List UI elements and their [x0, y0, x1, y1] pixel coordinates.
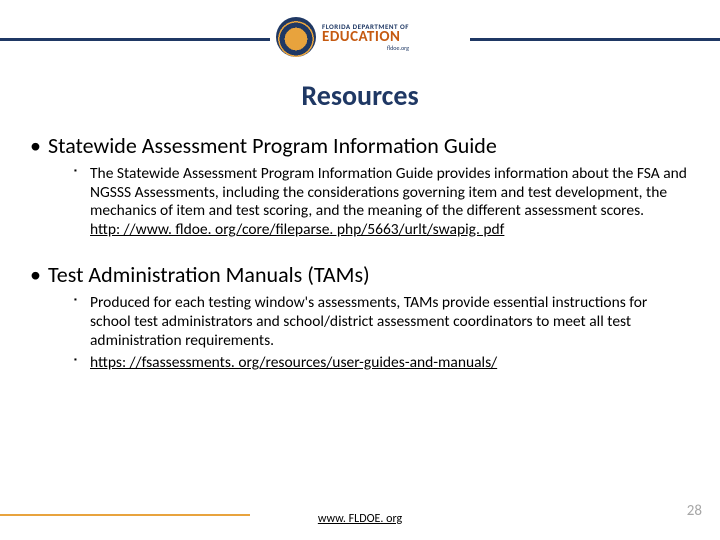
bullet-item-2-1-text: Produced for each testing window's asses… [90, 293, 647, 349]
slide-title: Resources [0, 78, 720, 113]
fdoe-logo: FLORIDA DEPARTMENT OF EDUCATION fldoe.or… [270, 6, 470, 68]
footer-link[interactable]: www. FLDOE. org [0, 512, 720, 526]
bullet-item-1-1-link[interactable]: http: //www. fldoe. org/core/fileparse. … [90, 220, 504, 239]
logo-big-line: EDUCATION [322, 30, 409, 45]
fdoe-logo-mark-icon [276, 17, 316, 57]
bullet-item-2-2-link[interactable]: https: //fsassessments. org/resources/us… [90, 353, 497, 372]
content-area: Statewide Assessment Program Information… [30, 132, 690, 377]
bullet-item-2-2: https: //fsassessments. org/resources/us… [30, 354, 690, 373]
bullet-heading-1: Statewide Assessment Program Information… [30, 132, 690, 159]
fdoe-logo-text: FLORIDA DEPARTMENT OF EDUCATION fldoe.or… [322, 23, 409, 51]
bullet-item-1-1-text: The Statewide Assessment Program Informa… [90, 164, 687, 220]
bullet-item-2-1: Produced for each testing window's asses… [30, 294, 690, 350]
bullet-heading-2: Test Administration Manuals (TAMs) [30, 261, 690, 288]
bullet-item-1-1: The Statewide Assessment Program Informa… [30, 165, 690, 239]
page-number: 28 [687, 502, 702, 520]
